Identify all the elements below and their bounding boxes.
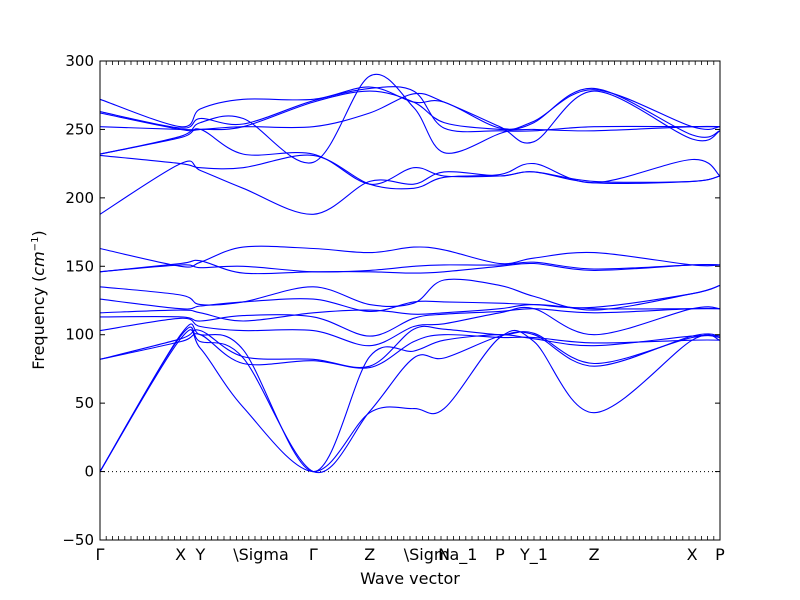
- band-line-13: [99, 245, 721, 268]
- band-line-2: [99, 326, 721, 474]
- band-line-1: [99, 329, 721, 473]
- y-axis-label: Frequency (cm−1): [29, 230, 48, 369]
- x-tick-label: \Sigma_1: [404, 545, 478, 565]
- x-tick-label: Z: [589, 545, 600, 564]
- x-axis-ticks: Γ X Y \Sigma Γ Z \Sigma_1N P Y_1 Z X P: [96, 61, 725, 565]
- x-tick-label: Z: [364, 545, 375, 564]
- y-tick-label: 100: [65, 326, 94, 344]
- band-line-15: [99, 154, 721, 190]
- x-tick-label: \Sigma: [233, 545, 289, 564]
- band-line-12: [99, 261, 721, 273]
- band-line-6: [99, 306, 721, 347]
- x-tick-label: X: [175, 545, 186, 564]
- x-tick-label: Y: [195, 545, 206, 564]
- y-tick-label: 200: [65, 189, 94, 207]
- x-tick-label: P: [495, 545, 505, 564]
- x-tick-label: X: [687, 545, 698, 564]
- band-line-3: [99, 323, 721, 473]
- band-line-5: [99, 325, 721, 369]
- x-axis-label: Wave vector: [360, 569, 460, 588]
- band-lines-layer: [99, 73, 721, 474]
- band-line-20: [99, 86, 720, 133]
- y-tick-label: 150: [65, 257, 94, 275]
- y-tick-label: 250: [65, 120, 94, 138]
- band-line-21: [99, 86, 721, 130]
- y-tick-label: 0: [84, 463, 94, 481]
- y-tick-label: 300: [65, 52, 94, 70]
- y-tick-label: 50: [75, 394, 94, 412]
- band-line-7: [99, 307, 721, 337]
- band-line-10: [99, 278, 721, 311]
- x-tick-label: P: [715, 545, 725, 564]
- y-tick-label: −50: [62, 531, 94, 549]
- band-line-17: [99, 73, 721, 164]
- x-tick-label: Y_1: [519, 545, 548, 565]
- x-tick-label: Γ: [309, 545, 318, 564]
- band-line-4: [99, 333, 721, 369]
- x-tick-label: Γ: [96, 545, 105, 564]
- band-line-11: [99, 259, 721, 275]
- y-axis-ticks: −50 0 50 100 150 200 250 300: [62, 52, 720, 549]
- x-tick-label: N: [438, 545, 450, 564]
- band-line-9: [99, 284, 721, 312]
- band-line-8: [99, 304, 720, 322]
